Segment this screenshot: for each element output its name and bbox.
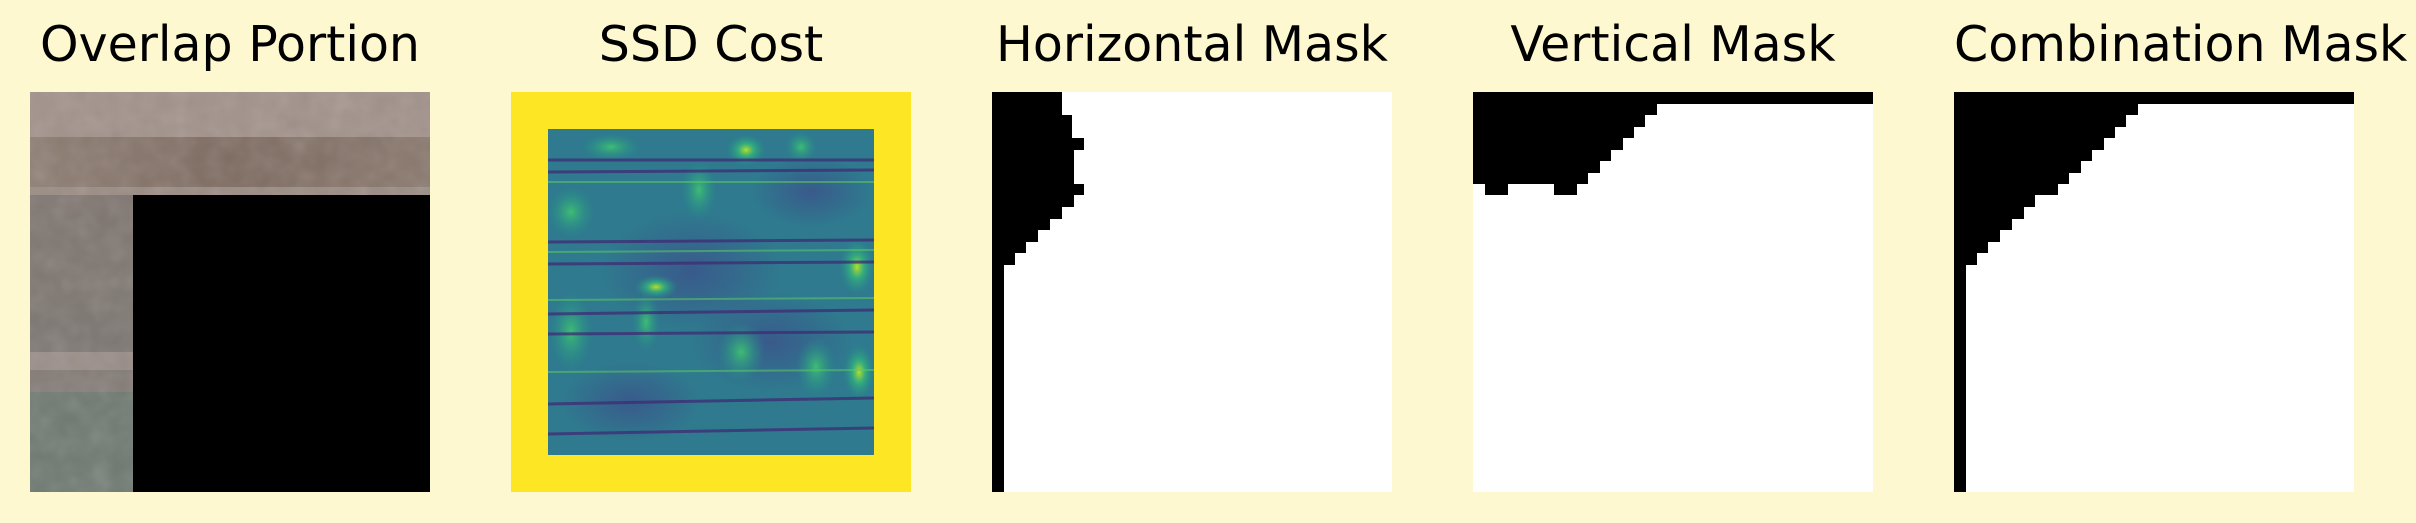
vertical-mask-image [1473,92,1873,492]
panel-title-horizontal-mask: Horizontal Mask [996,16,1388,73]
panel-title-vertical-mask: Vertical Mask [1510,16,1836,73]
panel-title-overlap-portion: Overlap Portion [40,16,420,73]
panel-title-ssd-cost: SSD Cost [598,16,824,73]
overlap-portion-image [30,92,430,492]
ssd-cost-heatmap [511,92,911,492]
panel-title-combination-mask: Combination Mask [1954,16,2408,73]
horizontal-mask-image [992,92,1392,492]
combination-mask-image [1954,92,2354,492]
